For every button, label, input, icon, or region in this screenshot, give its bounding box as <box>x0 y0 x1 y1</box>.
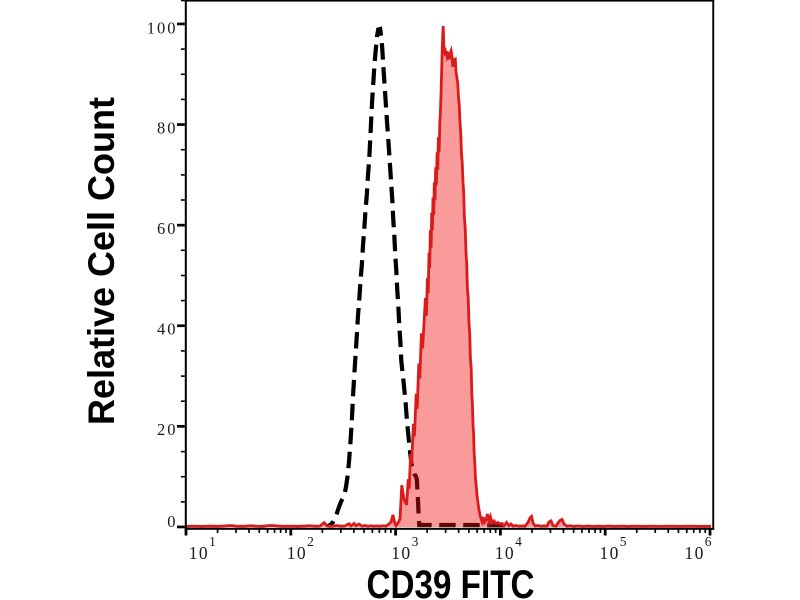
svg-text:20: 20 <box>157 420 178 439</box>
svg-text:40: 40 <box>157 320 178 339</box>
svg-text:80: 80 <box>157 119 178 138</box>
svg-text:60: 60 <box>157 219 178 238</box>
svg-text:Relative Cell Count: Relative Cell Count <box>81 97 122 425</box>
svg-text:CD39 FITC: CD39 FITC <box>367 563 535 600</box>
svg-text:0: 0 <box>167 512 177 531</box>
svg-text:100: 100 <box>147 18 178 37</box>
